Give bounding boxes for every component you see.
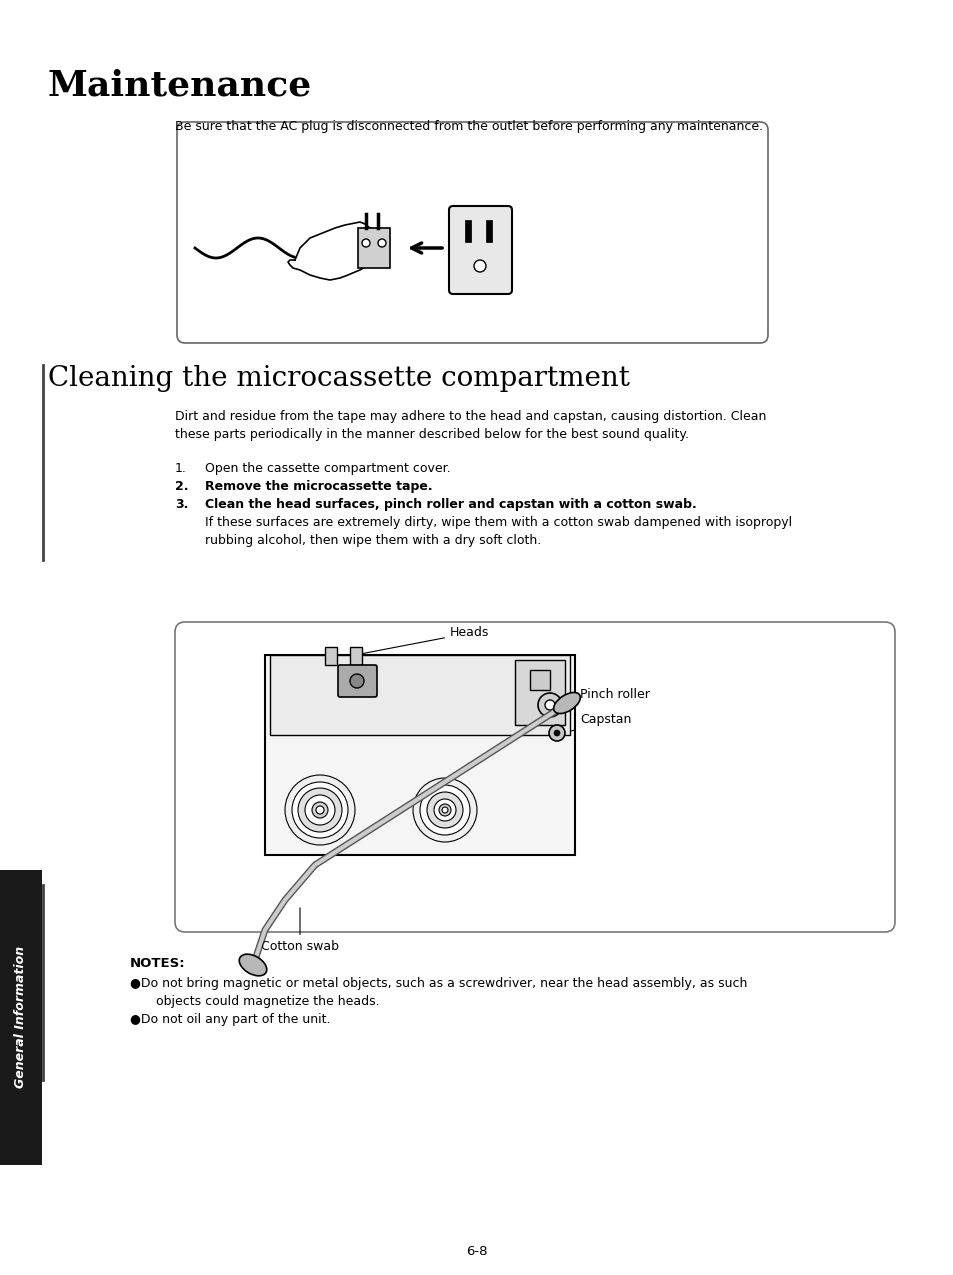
Text: NOTES:: NOTES: <box>130 958 186 970</box>
Circle shape <box>285 775 355 845</box>
Circle shape <box>438 805 451 816</box>
Text: rubbing alcohol, then wipe them with a dry soft cloth.: rubbing alcohol, then wipe them with a d… <box>205 534 540 547</box>
Bar <box>485 221 492 242</box>
Circle shape <box>361 238 370 247</box>
FancyBboxPatch shape <box>177 122 767 343</box>
FancyBboxPatch shape <box>449 207 512 295</box>
Bar <box>464 221 471 242</box>
Text: Pinch roller: Pinch roller <box>564 688 649 705</box>
Circle shape <box>474 260 485 272</box>
Circle shape <box>544 700 555 710</box>
Circle shape <box>427 792 462 827</box>
Circle shape <box>434 799 456 821</box>
Text: 6-8: 6-8 <box>466 1244 487 1258</box>
Bar <box>357 228 390 268</box>
Circle shape <box>548 725 564 741</box>
Circle shape <box>297 788 341 833</box>
Circle shape <box>419 785 470 835</box>
Circle shape <box>315 806 324 813</box>
Text: Dirt and residue from the tape may adhere to the head and capstan, causing disto: Dirt and residue from the tape may adher… <box>174 411 765 423</box>
Text: 1.: 1. <box>174 462 187 476</box>
Text: Heads: Heads <box>357 626 489 654</box>
Circle shape <box>537 694 561 717</box>
Text: Clean the head surfaces, pinch roller and capstan with a cotton swab.: Clean the head surfaces, pinch roller an… <box>205 499 696 511</box>
Circle shape <box>312 802 328 819</box>
Text: 2.: 2. <box>174 479 189 493</box>
Bar <box>265 655 575 856</box>
Text: ●Do not bring magnetic or metal objects, such as a screwdriver, near the head as: ●Do not bring magnetic or metal objects,… <box>130 977 746 989</box>
Bar <box>530 669 550 690</box>
Text: Cleaning the microcassette compartment: Cleaning the microcassette compartment <box>48 365 629 391</box>
Bar <box>515 660 564 725</box>
FancyBboxPatch shape <box>337 666 376 697</box>
Bar <box>350 646 361 666</box>
Bar <box>270 655 569 734</box>
Bar <box>325 646 336 666</box>
Text: Maintenance: Maintenance <box>48 68 312 102</box>
Polygon shape <box>288 222 377 280</box>
Text: objects could magnetize the heads.: objects could magnetize the heads. <box>148 994 379 1009</box>
Text: Remove the microcassette tape.: Remove the microcassette tape. <box>205 479 432 493</box>
Text: 3.: 3. <box>174 499 188 511</box>
Text: Cotton swab: Cotton swab <box>261 908 338 952</box>
Text: Capstan: Capstan <box>567 714 631 732</box>
Circle shape <box>554 731 559 736</box>
Text: Be sure that the AC plug is disconnected from the outlet before performing any m: Be sure that the AC plug is disconnected… <box>174 120 762 133</box>
Text: ●Do not oil any part of the unit.: ●Do not oil any part of the unit. <box>130 1014 330 1026</box>
Circle shape <box>441 807 448 813</box>
FancyBboxPatch shape <box>0 870 42 1165</box>
FancyBboxPatch shape <box>174 622 894 932</box>
Circle shape <box>305 796 335 825</box>
Text: General Information: General Information <box>14 946 28 1088</box>
Text: If these surfaces are extremely dirty, wipe them with a cotton swab dampened wit: If these surfaces are extremely dirty, w… <box>205 516 791 529</box>
Circle shape <box>377 238 386 247</box>
Circle shape <box>292 782 348 838</box>
Text: these parts periodically in the manner described below for the best sound qualit: these parts periodically in the manner d… <box>174 428 688 441</box>
Text: Open the cassette compartment cover.: Open the cassette compartment cover. <box>205 462 450 476</box>
Circle shape <box>350 674 364 688</box>
Ellipse shape <box>553 692 579 714</box>
Circle shape <box>413 778 476 842</box>
Ellipse shape <box>239 954 267 975</box>
